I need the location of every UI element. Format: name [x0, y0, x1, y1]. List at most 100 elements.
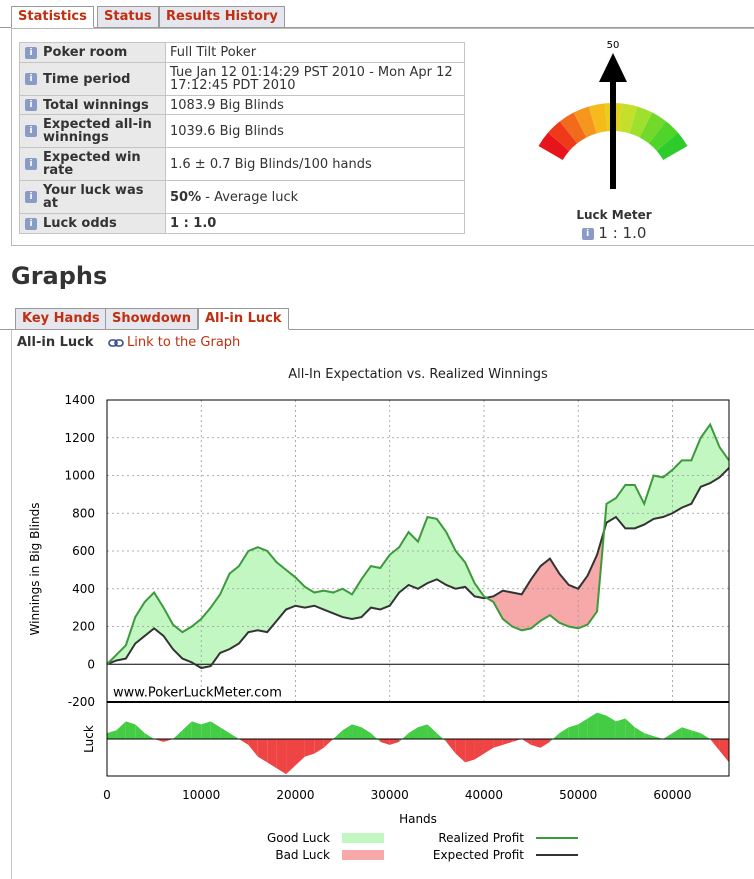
info-icon[interactable]: i: [25, 125, 37, 137]
luck-description: - Average luck: [201, 189, 299, 205]
tab-results-history[interactable]: Results History: [159, 6, 285, 28]
luck-bar-good: [399, 733, 409, 742]
info-icon[interactable]: i: [25, 99, 37, 111]
luck-bar-bad: [483, 739, 494, 754]
luck-bar-bad: [314, 739, 324, 754]
luck-bar-good: [436, 733, 447, 742]
tab-status[interactable]: Status: [97, 6, 159, 28]
good-luck-area: [248, 546, 259, 633]
tab-key-hands[interactable]: Key Hands: [15, 308, 107, 330]
luck-bar-bad: [455, 739, 466, 763]
luck-bar-good: [333, 730, 343, 739]
allin-luck-chart: All-In Expectation vs. Realized Winnings…: [28, 367, 730, 862]
luck-bar-bad: [304, 739, 315, 757]
luck-bar-bad: [380, 739, 390, 745]
meter-segment: [588, 103, 608, 134]
bad-luck-area: [530, 565, 541, 629]
luck-bar-bad: [238, 739, 249, 745]
luck-meter-odds: i 1 : 1.0: [509, 224, 719, 242]
info-icon[interactable]: i: [25, 191, 37, 203]
legend-good-luck-label: Good Luck: [267, 831, 330, 845]
needle-label: 50: [607, 40, 620, 51]
top-tabbar: Statistics Status Results History: [0, 4, 754, 28]
luck-bar-bad: [465, 739, 475, 763]
luck-bar-good: [342, 724, 353, 739]
chain-link-icon: [108, 338, 124, 347]
good-luck-area: [229, 565, 240, 650]
luck-meter-odds-value: 1 : 1.0: [598, 224, 647, 242]
stat-row-poker-room: i Poker room Full Tilt Poker: [19, 42, 465, 63]
stat-row-total-winnings: i Total winnings 1083.9 Big Blinds: [19, 95, 465, 115]
statistics-table: i Poker room Full Tilt Poker i Time period…: [19, 42, 465, 234]
luck-percent: 50%: [170, 189, 202, 205]
luck-bar-good: [229, 733, 239, 739]
luck-bar-bad: [163, 739, 173, 742]
x-tick-label: 10000: [182, 788, 220, 802]
luck-bar-good: [172, 730, 183, 739]
legend-realized-label: Realized Profit: [438, 831, 524, 845]
luck-bar-good: [408, 727, 418, 739]
luck-bar-bad: [286, 739, 296, 775]
luck-bar-bad: [295, 739, 305, 766]
tab-statistics[interactable]: Statistics: [11, 6, 94, 28]
stat-value: 1.6 ± 0.7 Big Blinds/100 hands: [165, 147, 465, 181]
luck-bar-good: [568, 724, 579, 739]
stat-label: Poker room: [43, 45, 128, 60]
y-axis-label: Winnings in Big Blinds: [28, 503, 42, 636]
bad-luck-area: [559, 572, 570, 627]
good-luck-area: [389, 546, 400, 607]
good-luck-area: [427, 516, 438, 584]
meter-segment: [629, 106, 653, 138]
legend-bad-luck-swatch: [342, 850, 384, 860]
luck-bar-bad: [710, 739, 720, 751]
good-luck-area: [625, 484, 636, 529]
luck-bar-good: [361, 727, 371, 739]
stat-value: 1039.6 Big Blinds: [165, 114, 465, 148]
luck-bar-bad: [154, 739, 164, 742]
luck-bar-bad: [257, 739, 268, 763]
stat-value: 1083.9 Big Blinds: [165, 95, 465, 115]
luck-bar-good: [144, 733, 155, 739]
info-icon[interactable]: i: [25, 46, 37, 59]
tab-showdown[interactable]: Showdown: [105, 308, 199, 330]
link-to-graph[interactable]: Link to the Graph: [108, 335, 240, 350]
info-icon[interactable]: i: [25, 217, 37, 230]
x-tick-label: 50000: [559, 788, 597, 802]
luck-bar-good: [691, 730, 701, 739]
stat-value: Tue Jan 12 01:14:29 PST 2010 - Mon Apr 1…: [165, 62, 465, 96]
y-tick-label: 0: [87, 657, 95, 671]
realized-profit-line: [106, 422, 730, 665]
luck-bar-bad: [531, 739, 541, 748]
luck-meter: 50 Luck Meter i 1 : 1.0: [509, 31, 719, 246]
info-icon[interactable]: i: [25, 158, 37, 170]
graph-panel: [11, 330, 754, 879]
luck-bar-bad: [493, 739, 503, 748]
graph-panel-title: All-in Luck: [17, 335, 94, 350]
info-icon[interactable]: i: [25, 73, 37, 85]
stat-value: Full Tilt Poker: [165, 42, 465, 63]
stat-label: Total winnings: [43, 97, 149, 113]
luck-bar-good: [615, 718, 626, 739]
x-tick-label: 30000: [371, 788, 409, 802]
info-icon[interactable]: i: [581, 227, 594, 240]
meter-segment: [559, 112, 587, 144]
luck-meter-title: Luck Meter: [576, 208, 652, 222]
luck-bar-good: [210, 721, 221, 739]
y-tick-label: 1400: [64, 393, 95, 407]
y-tick-label: 1000: [64, 469, 95, 483]
luck-bar-good: [578, 718, 588, 739]
good-luck-area: [700, 423, 711, 488]
y-tick-label: 800: [72, 506, 95, 520]
luck-bar-good: [107, 730, 117, 739]
y-tick-label: 600: [72, 544, 95, 558]
y-tick-label: 1200: [64, 431, 95, 445]
luck-meter-gauge: 50: [538, 40, 688, 189]
luck-axis-label: Luck: [82, 725, 96, 753]
x-axis-label: Hands: [399, 812, 437, 826]
stat-row-luck-odds: i Luck odds 1 : 1.0: [19, 213, 465, 234]
tab-allin-luck[interactable]: All-in Luck: [198, 308, 289, 330]
stat-label: Luck odds: [43, 216, 117, 231]
luck-bar-good: [201, 721, 211, 739]
stat-row-expected-allin: i Expected all-in winnings 1039.6 Big Bli…: [19, 114, 465, 148]
luck-bar-good: [606, 715, 616, 739]
